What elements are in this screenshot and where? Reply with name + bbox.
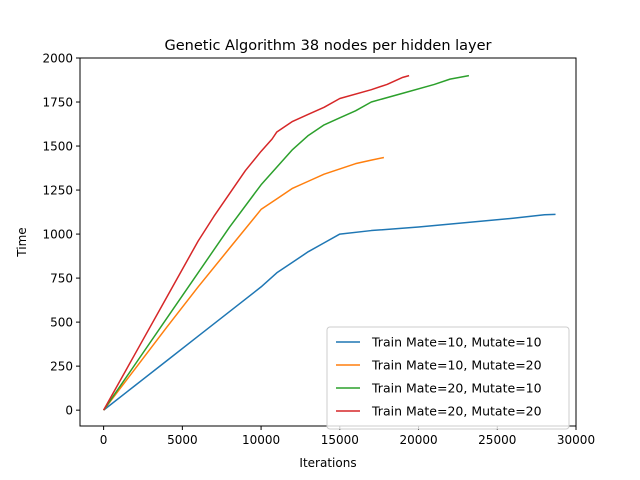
legend-label: Train Mate=20, Mutate=10 <box>371 381 542 396</box>
y-tick-label: 1500 <box>42 140 73 154</box>
y-axis-label: Time <box>15 227 29 257</box>
y-tick-label: 0 <box>65 404 73 418</box>
y-tick-label: 2000 <box>42 52 73 66</box>
series-line-4 <box>102 74 410 411</box>
y-axis: 0 250 500 750 1000 1250 1500 1750 2000 <box>42 52 80 418</box>
legend-label: Train Mate=10, Mutate=20 <box>371 358 542 373</box>
y-tick-label: 250 <box>50 360 73 374</box>
series-line-3 <box>103 74 470 411</box>
x-axis-label: Iterations <box>299 456 356 470</box>
legend: Train Mate=10, Mutate=10 Train Mate=10, M… <box>326 326 570 430</box>
y-tick-label: 750 <box>50 272 73 286</box>
legend-label: Train Mate=20, Mutate=20 <box>371 404 542 419</box>
legend-box <box>326 326 570 430</box>
x-tick-label: 5000 <box>167 433 198 447</box>
x-tick-label: 15000 <box>321 433 359 447</box>
y-tick-label: 1000 <box>42 228 73 242</box>
y-tick-label: 1750 <box>42 96 73 110</box>
x-tick-label: 10000 <box>242 433 280 447</box>
x-tick-label: 30000 <box>557 433 595 447</box>
x-tick-label: 0 <box>100 433 108 447</box>
legend-label: Train Mate=10, Mutate=10 <box>371 335 542 350</box>
y-tick-label: 500 <box>50 316 73 330</box>
y-tick-label: 1250 <box>42 184 73 198</box>
chart-title: Genetic Algorithm 38 nodes per hidden la… <box>164 38 491 54</box>
series-line-1 <box>103 213 556 411</box>
series-line-2 <box>103 156 385 411</box>
series-layer <box>102 74 556 411</box>
x-tick-label: 20000 <box>399 433 437 447</box>
x-tick-label: 25000 <box>478 433 516 447</box>
